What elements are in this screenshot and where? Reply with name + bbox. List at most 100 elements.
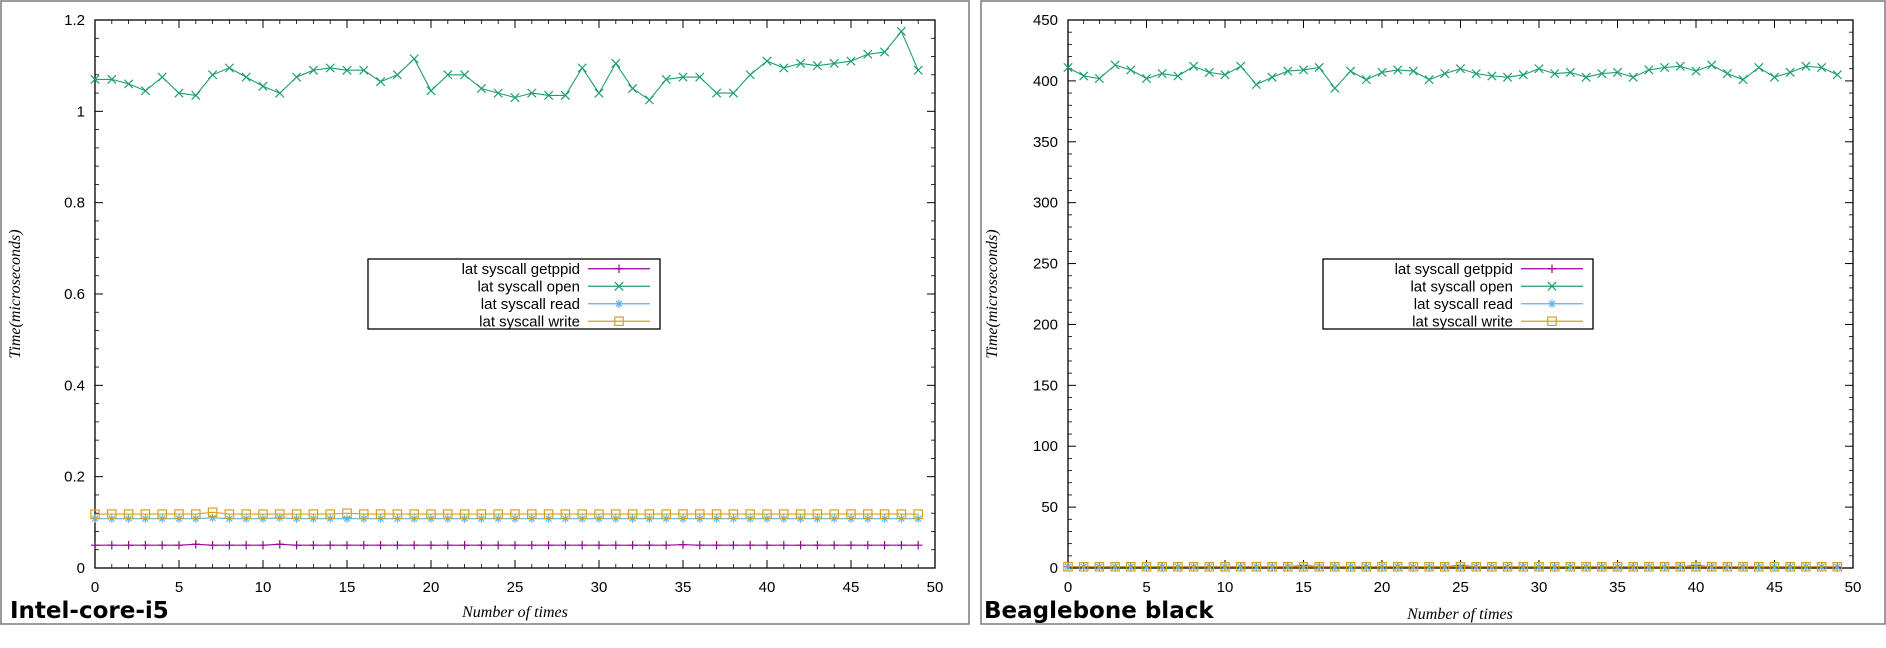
- data-point: [1078, 561, 1089, 572]
- x-axis: 0 5 10 15 20 25 30 35 40 45 50: [91, 20, 943, 596]
- data-point: [1361, 561, 1372, 572]
- legend-label: lat syscall write: [479, 313, 580, 330]
- data-point: [426, 86, 436, 96]
- data-point: [1644, 561, 1654, 572]
- data-point: [829, 58, 839, 69]
- data-point: [326, 540, 335, 550]
- data-point: [1235, 561, 1246, 572]
- data-point: [1440, 68, 1450, 79]
- series-line: [1067, 64, 1838, 90]
- data-point: [778, 509, 789, 519]
- data-point: [1659, 561, 1670, 572]
- series-line: [95, 30, 919, 101]
- data-point: [224, 509, 235, 519]
- data-point: [1706, 561, 1717, 572]
- data-point: [1267, 72, 1277, 82]
- data-point: [1816, 561, 1827, 572]
- legend-label: lat syscall getppid: [1395, 261, 1513, 278]
- x-tick-label: 15: [339, 579, 356, 596]
- data-point: [1534, 561, 1544, 572]
- data-point: [1534, 64, 1544, 74]
- data-point: [1251, 561, 1262, 572]
- data-point: [1330, 561, 1340, 572]
- data-point: [510, 540, 520, 550]
- x-tick-label: 50: [1845, 579, 1862, 596]
- data-point: [275, 88, 285, 98]
- data-point: [1377, 561, 1387, 572]
- data-point: [258, 509, 268, 519]
- data-point: [1063, 561, 1073, 572]
- data-point: [291, 509, 302, 519]
- data-point: [1502, 561, 1513, 572]
- data-point: [291, 72, 302, 82]
- data-point: [224, 63, 235, 73]
- y-tick-label: 450: [1033, 12, 1058, 29]
- data-point: [1173, 71, 1183, 81]
- data-point: [1220, 70, 1230, 80]
- data-point: [308, 509, 319, 519]
- data-point: [830, 540, 839, 550]
- data-point: [123, 509, 134, 519]
- data-point: [207, 507, 218, 518]
- data-point: [443, 509, 453, 519]
- data-point: [493, 509, 503, 519]
- data-point: [628, 540, 637, 550]
- data-point: [1173, 561, 1183, 572]
- data-point: [577, 509, 587, 519]
- legend-label: lat syscall write: [1412, 313, 1513, 330]
- data-point: [207, 70, 218, 80]
- data-point: [560, 90, 571, 100]
- x-axis-label: Number of times: [461, 604, 568, 621]
- data-point: [594, 509, 604, 519]
- data-point: [242, 540, 251, 550]
- data-point: [914, 540, 923, 550]
- data-point: [1220, 561, 1230, 572]
- data-point: [342, 540, 352, 550]
- data-point: [627, 83, 638, 94]
- data-point: [1659, 62, 1670, 73]
- data-point: [611, 58, 621, 69]
- data-point: [526, 509, 537, 519]
- data-point: [813, 540, 822, 550]
- data-point: [678, 72, 688, 82]
- data-point: [1487, 561, 1497, 572]
- data-point: [1455, 64, 1466, 74]
- data-point: [123, 79, 134, 89]
- y-axis-label: Time(microseconds): [7, 229, 24, 358]
- chart-panel-intel-core-i5: 0 5 10 15 20 25 30 35 40 45 50 0 0.2 0.4 0.6 0.8 1 1.2 lat…: [0, 0, 970, 625]
- y-tick-label: 0.4: [64, 377, 85, 394]
- y-tick-label: 50: [1041, 499, 1058, 516]
- data-point: [544, 540, 553, 550]
- data-point: [375, 77, 386, 87]
- data-point: [191, 540, 200, 549]
- data-point: [174, 88, 184, 98]
- data-point: [611, 540, 620, 550]
- legend-swatch-marker: [1547, 264, 1557, 273]
- legend-swatch-marker: [614, 316, 624, 327]
- data-point: [1644, 65, 1654, 75]
- data-point: [1785, 561, 1795, 572]
- data-point: [1079, 71, 1089, 81]
- data-point: [308, 65, 319, 75]
- y-tick-label: 350: [1033, 134, 1058, 151]
- data-point: [1141, 561, 1152, 572]
- data-point: [678, 540, 688, 549]
- data-point: [1157, 561, 1167, 572]
- data-point: [107, 74, 117, 84]
- data-point: [661, 74, 671, 84]
- data-point: [1125, 561, 1136, 572]
- data-point: [745, 70, 755, 80]
- data-point: [795, 58, 806, 69]
- x-tick-label: 40: [759, 579, 776, 596]
- y-tick-label: 0.8: [64, 195, 85, 212]
- data-point: [1188, 561, 1199, 572]
- data-point: [1188, 61, 1199, 71]
- data-point: [645, 540, 654, 550]
- data-point: [494, 540, 503, 550]
- data-point: [879, 47, 890, 57]
- data-point: [594, 540, 604, 550]
- data-point: [309, 540, 318, 550]
- data-point: [1110, 561, 1120, 572]
- data-point: [1314, 62, 1324, 73]
